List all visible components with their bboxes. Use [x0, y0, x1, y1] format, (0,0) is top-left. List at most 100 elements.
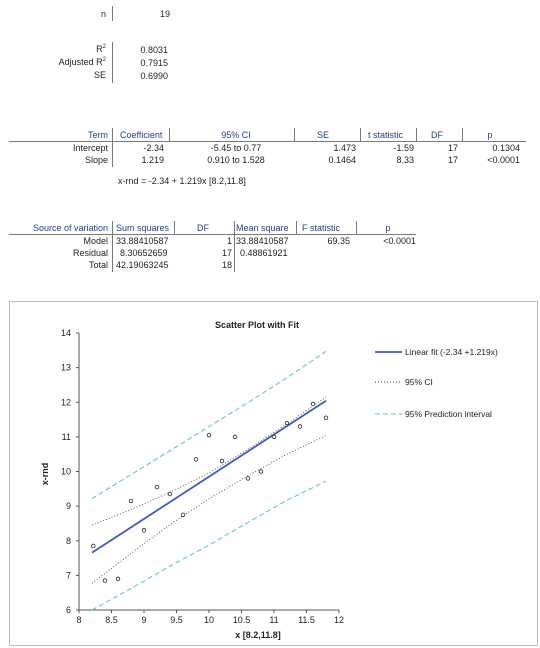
table-row-intercept-ci: -5.45 to 0.77 [210, 143, 262, 153]
table-row-slope-t: 8.33 [396, 155, 414, 165]
regression-equation: x-rnd = -2.34 + 1.219x [8.2,11.8] [118, 176, 246, 186]
table-row-intercept-df: 17 [447, 143, 458, 153]
r2-value: 0.8031 [140, 45, 168, 55]
data-point [141, 528, 147, 533]
n-label: n [100, 9, 106, 19]
x-tick-label: 10 [204, 615, 214, 625]
data-point [206, 432, 212, 438]
adjr2-label: Adjusted R2 [20, 57, 106, 67]
data-point [167, 491, 173, 497]
y-tick-label: 10 [61, 467, 71, 477]
divider [234, 221, 235, 272]
adjr2-label-text: Adjusted R [58, 57, 103, 67]
y-tick-label: 11 [62, 432, 71, 442]
col-header-p: p [385, 223, 391, 233]
divider [356, 221, 357, 234]
col-header-tstat: t statistic [368, 130, 404, 140]
y-tick-label: 9 [66, 501, 71, 511]
scatter-plot-chart: Scatter Plot with Fit 8 8.5 9 9.5 10 10.5 11 11… [40, 320, 498, 640]
table-row-intercept-p: 0.1304 [492, 143, 520, 153]
col-header-f-statistic: F statistic [302, 223, 341, 233]
table-row-slope-df: 17 [447, 155, 458, 165]
table-row-model-p: <0.0001 [383, 236, 416, 246]
divider [169, 128, 170, 141]
divider [296, 221, 297, 234]
r2-superscript: 2 [102, 44, 106, 50]
x-tick-label: 9 [141, 615, 146, 625]
legend-label: 95% CI [405, 377, 433, 387]
table-row-model-f: 69.35 [327, 236, 350, 246]
data-point [310, 401, 316, 407]
table-row-total-df: 18 [221, 260, 232, 270]
table-row-intercept-se: 1.473 [333, 143, 356, 153]
col-header-source: Source of variation [32, 223, 108, 233]
y-tick-label: 8 [66, 536, 71, 546]
divider [294, 128, 295, 141]
x-tick-label: 8 [76, 615, 81, 625]
table-row-intercept-term: Intercept [72, 143, 108, 153]
n-value: 19 [159, 9, 170, 19]
data-point [102, 578, 108, 583]
x-tick-label: 8.5 [105, 615, 118, 625]
linear-fit-line [91, 399, 327, 554]
data-point [258, 469, 264, 474]
y-axis-label: x-rnd [40, 463, 50, 486]
x-axis-label: x [8.2,11.8] [235, 630, 281, 640]
divider [112, 221, 113, 272]
table-row-model-source: Model [83, 236, 108, 246]
table-row-intercept-t: -1.59 [393, 143, 414, 153]
prediction-interval-lower [91, 480, 327, 611]
col-header-se: SE [316, 130, 329, 140]
data-point [128, 498, 134, 504]
table-row-residual-df: 17 [221, 248, 232, 258]
se-value: 0.6990 [140, 71, 168, 81]
divider [462, 128, 463, 141]
col-header-ci: 95% CI [221, 130, 251, 140]
data-point [284, 420, 290, 426]
y-tick-label: 13 [61, 363, 71, 373]
y-tick-label: 14 [61, 328, 71, 338]
divider [112, 42, 113, 83]
adjr2-value: 0.7915 [140, 58, 168, 68]
data-point [193, 457, 199, 462]
data-point [180, 512, 186, 517]
y-tick-label: 12 [61, 397, 71, 407]
table-row-model-ms: 33.88410587 [236, 236, 289, 246]
data-point [297, 424, 303, 429]
x-tick-label: 11.5 [298, 615, 315, 625]
col-header-coefficient: Coefficient [120, 130, 163, 140]
r2-label: R2 [40, 44, 106, 54]
table-row-model-ss: 33.88410587 [116, 236, 169, 246]
table-rule [9, 141, 526, 142]
confidence-interval-upper [91, 396, 327, 526]
col-header-mean-square: Mean square [236, 223, 289, 233]
data-point [245, 476, 251, 481]
data-point [115, 576, 121, 582]
x-tick-label: 10.5 [233, 615, 251, 625]
confidence-interval-lower [91, 435, 327, 584]
table-row-model-df: 1 [226, 236, 232, 246]
legend-label: Linear fit (-2.34 +1.219x) [405, 347, 498, 357]
col-header-p: p [487, 130, 493, 140]
r2-label-text: R [96, 44, 103, 54]
divider [416, 128, 417, 141]
col-header-df: DF [431, 130, 443, 140]
data-point [323, 415, 329, 421]
table-row-slope-se: 0.1464 [328, 155, 356, 165]
se-label: SE [93, 70, 106, 80]
table-row-slope-coef: 1.219 [141, 155, 164, 165]
chart-legend: Linear fit (-2.34 +1.219x) 95% CI 95% Pred… [375, 347, 498, 419]
x-tick-label: 11 [269, 615, 278, 625]
legend-label: 95% Prediction interval [405, 409, 492, 419]
data-point [271, 434, 277, 440]
x-tick-label: 12 [334, 615, 344, 625]
adjr2-superscript: 2 [102, 57, 106, 63]
data-point [91, 543, 96, 549]
chart-fit [91, 399, 327, 554]
divider [112, 6, 113, 21]
chart-title: Scatter Plot with Fit [215, 320, 299, 330]
chart-bands [91, 350, 327, 611]
table-row-slope-term: Slope [84, 155, 108, 165]
data-point [219, 458, 225, 464]
y-tick-label: 6 [66, 605, 71, 615]
